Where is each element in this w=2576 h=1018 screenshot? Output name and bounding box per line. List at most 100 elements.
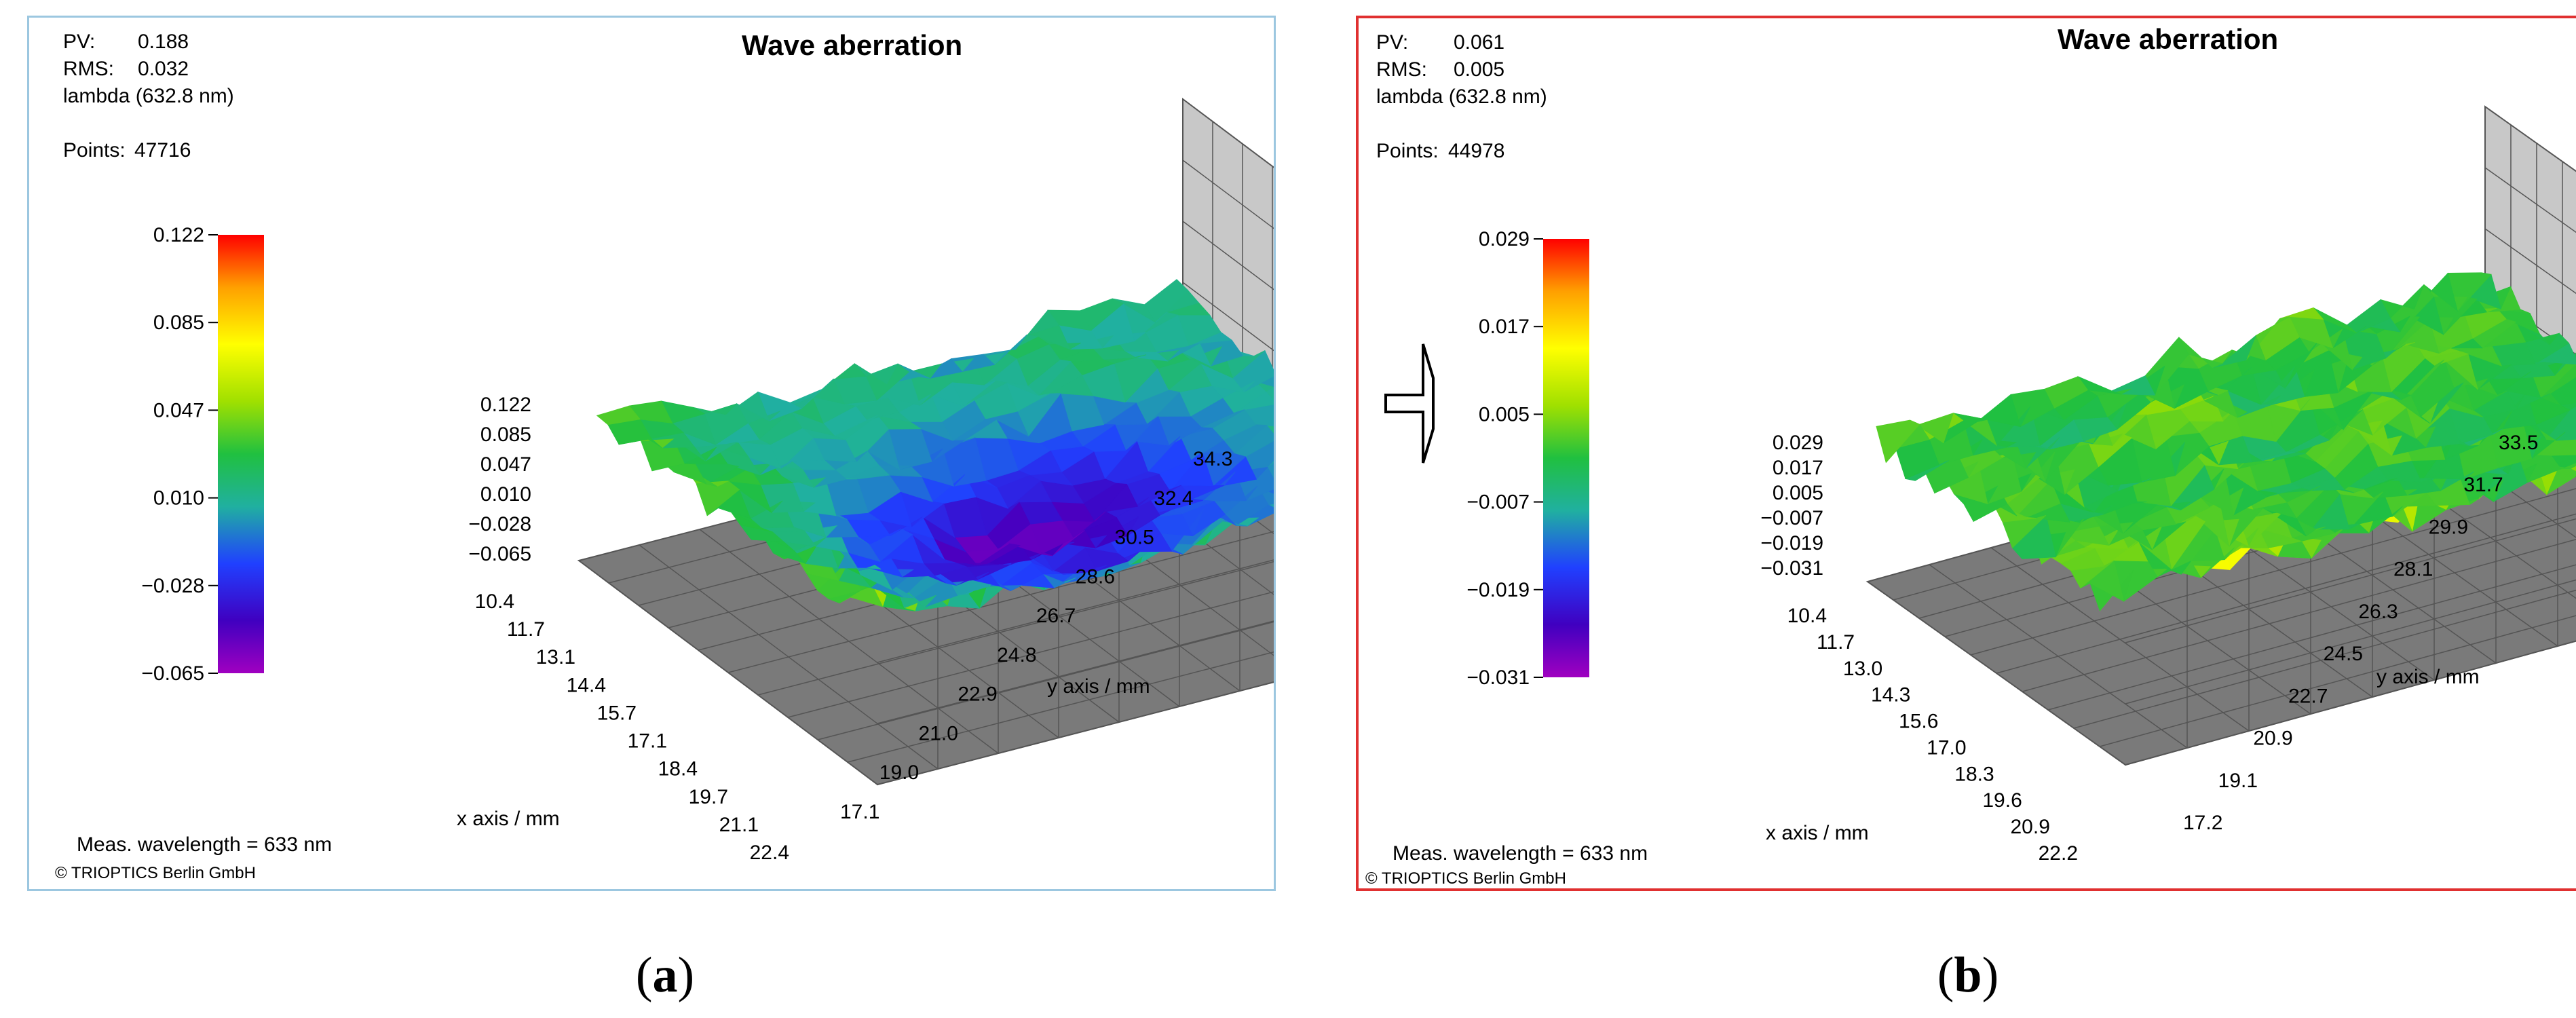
x-tick-label: 19.7 [689, 786, 728, 808]
y-tick-label: 30.5 [1114, 527, 1154, 549]
y-tick-label: 19.0 [879, 761, 919, 784]
rms-value: 0.005 [1454, 58, 1504, 81]
points-value: 44978 [1448, 140, 1504, 162]
points-label: Points: [1376, 140, 1439, 162]
caption-a: (a) [563, 947, 767, 1004]
grid-line [2073, 589, 2576, 729]
z-tick-label: −0.065 [468, 543, 531, 565]
x-tick-label: 11.7 [1817, 631, 1855, 654]
z-tick-label: 0.005 [1773, 482, 1823, 504]
caption-b: (b) [1866, 947, 2070, 1004]
x-tick-label: 10.4 [475, 590, 514, 613]
colorbar-ticks: 0.122 0.085 0.047 0.010 −0.028 −0.065 [141, 224, 218, 685]
copyright: © TRIOPTICS Berlin GmbH [1365, 869, 1566, 888]
z-tick-label: 0.047 [480, 453, 531, 476]
colorbar-tick-label: 0.085 [153, 312, 204, 334]
colorbar-tick-label: 0.029 [1479, 228, 1530, 250]
grid-line [2022, 539, 2576, 692]
y-tick-label: 22.7 [2288, 685, 2328, 707]
surface-patch [1876, 419, 1920, 464]
y-tick-label: 17.2 [2183, 812, 2222, 834]
z-tick-label: 0.029 [1773, 432, 1823, 454]
surface-plot [1876, 272, 2576, 611]
pv-label: PV: [63, 31, 95, 53]
axis-ticks: 0.122 0.085 0.047 0.010 −0.028 −0.065 10.4 11.7… [468, 394, 1232, 864]
colorbar-tick-label: 0.010 [153, 487, 204, 510]
z-tick-label: −0.019 [1760, 532, 1823, 554]
y-tick-label: 19.1 [2218, 770, 2258, 792]
y-axis-label: y axis / mm [1047, 675, 1150, 698]
x-tick-label: 17.1 [628, 730, 667, 753]
z-tick-label: −0.031 [1760, 557, 1823, 580]
x-tick-label: 10.4 [1787, 605, 1827, 627]
grid-line [757, 561, 1274, 696]
z-tick-label: 0.010 [480, 483, 531, 506]
colorbar-tick-label: −0.007 [1466, 491, 1530, 514]
points-value: 47716 [134, 139, 191, 162]
y-tick-label: 28.6 [1076, 565, 1115, 588]
y-axis-label: y axis / mm [2376, 666, 2480, 688]
caption-open-paren: ( [635, 947, 653, 1003]
colorbar-tick-label: 0.005 [1479, 403, 1530, 426]
y-tick-label: 34.3 [1193, 448, 1232, 470]
lambda-label: lambda (632.8 nm) [1376, 86, 1547, 108]
surface-patch [596, 405, 641, 426]
x-tick-label: 14.3 [1871, 684, 1910, 706]
colorbar-tick-label: −0.065 [141, 662, 204, 685]
x-tick-label: 15.6 [1899, 711, 1938, 733]
y-tick-label: 21.0 [919, 722, 958, 744]
rms-label: RMS: [1376, 58, 1427, 81]
x-tick-label: 18.4 [658, 758, 698, 780]
grid-line [847, 651, 1274, 763]
panel-b: PV: 0.061 RMS: 0.005 lambda (632.8 nm) P… [1356, 16, 2576, 891]
colorbar [1543, 239, 1589, 677]
meas-wavelength: Meas. wavelength = 633 nm [77, 833, 332, 856]
grid-line [817, 621, 1274, 740]
x-tick-label: 13.0 [1843, 658, 1882, 680]
x-tick-label: 22.4 [750, 842, 789, 864]
grid-line [787, 591, 1274, 718]
z-tick-label: 0.085 [480, 423, 531, 446]
x-tick-label: 13.1 [536, 646, 575, 668]
z-tick-label: 0.017 [1773, 457, 1823, 479]
z-tick-label: 0.122 [480, 394, 531, 416]
z-tick-label: −0.007 [1760, 507, 1823, 529]
y-tick-label: 26.3 [2358, 601, 2398, 623]
panel-b-svg: PV: 0.061 RMS: 0.005 lambda (632.8 nm) P… [1365, 23, 2576, 888]
grid-line [877, 343, 1274, 724]
meas-wavelength: Meas. wavelength = 633 nm [1393, 842, 1648, 865]
colorbar-tick-label: −0.031 [1466, 666, 1530, 689]
x-axis-label: x axis / mm [1766, 822, 1869, 844]
x-tick-label: 11.7 [507, 618, 545, 641]
x-tick-label: 15.7 [597, 702, 637, 724]
rms-label: RMS: [63, 58, 114, 80]
caption-letter: a [652, 947, 678, 1003]
panel-a-svg: PV: 0.188 RMS: 0.032 lambda (632.8 nm) P… [55, 29, 1274, 882]
grid-line [2099, 615, 2576, 747]
y-tick-label: 29.9 [2429, 516, 2468, 538]
y-tick-label: 20.9 [2253, 728, 2292, 750]
caption-close-paren: ) [677, 947, 695, 1003]
x-tick-label: 14.4 [567, 674, 606, 696]
surface-patch [1267, 462, 1274, 479]
x-axis-label: x axis / mm [457, 808, 560, 830]
copyright: © TRIOPTICS Berlin GmbH [55, 864, 256, 882]
colorbar-ticks: 0.029 0.017 0.005 −0.007 −0.019 −0.031 [1466, 228, 1543, 689]
chart-title: Wave aberration [2058, 23, 2278, 55]
x-tick-label: 19.6 [1982, 789, 2022, 812]
x-tick-label: 17.0 [1927, 736, 1966, 759]
chart-title: Wave aberration [742, 29, 962, 61]
y-tick-label: 28.1 [2393, 559, 2433, 581]
caption-letter: b [1954, 947, 1982, 1003]
y-tick-label: 17.1 [840, 801, 879, 823]
caption-open-paren: ( [1937, 947, 1954, 1003]
colorbar-tick-label: −0.028 [141, 575, 204, 597]
y-tick-label: 26.7 [1036, 605, 1076, 627]
grid-line [2047, 564, 2576, 711]
colorbar-tick-label: −0.019 [1466, 579, 1530, 601]
y-tick-label: 32.4 [1154, 487, 1193, 510]
colorbar-tick-label: 0.122 [153, 224, 204, 246]
axis-ticks: 0.029 0.017 0.005 −0.007 −0.019 −0.031 10.4 11.… [1760, 432, 2538, 865]
y-tick-label: 24.5 [2324, 643, 2363, 665]
z-tick-label: −0.028 [468, 513, 531, 535]
